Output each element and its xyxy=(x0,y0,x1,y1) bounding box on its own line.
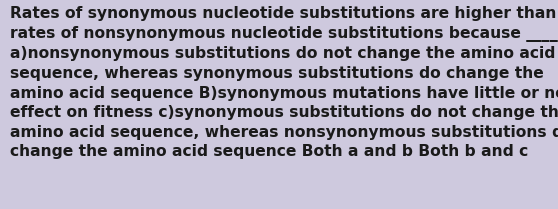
Text: Rates of synonymous nucleotide substitutions are higher than
rates of nonsynonym: Rates of synonymous nucleotide substitut… xyxy=(10,6,558,159)
